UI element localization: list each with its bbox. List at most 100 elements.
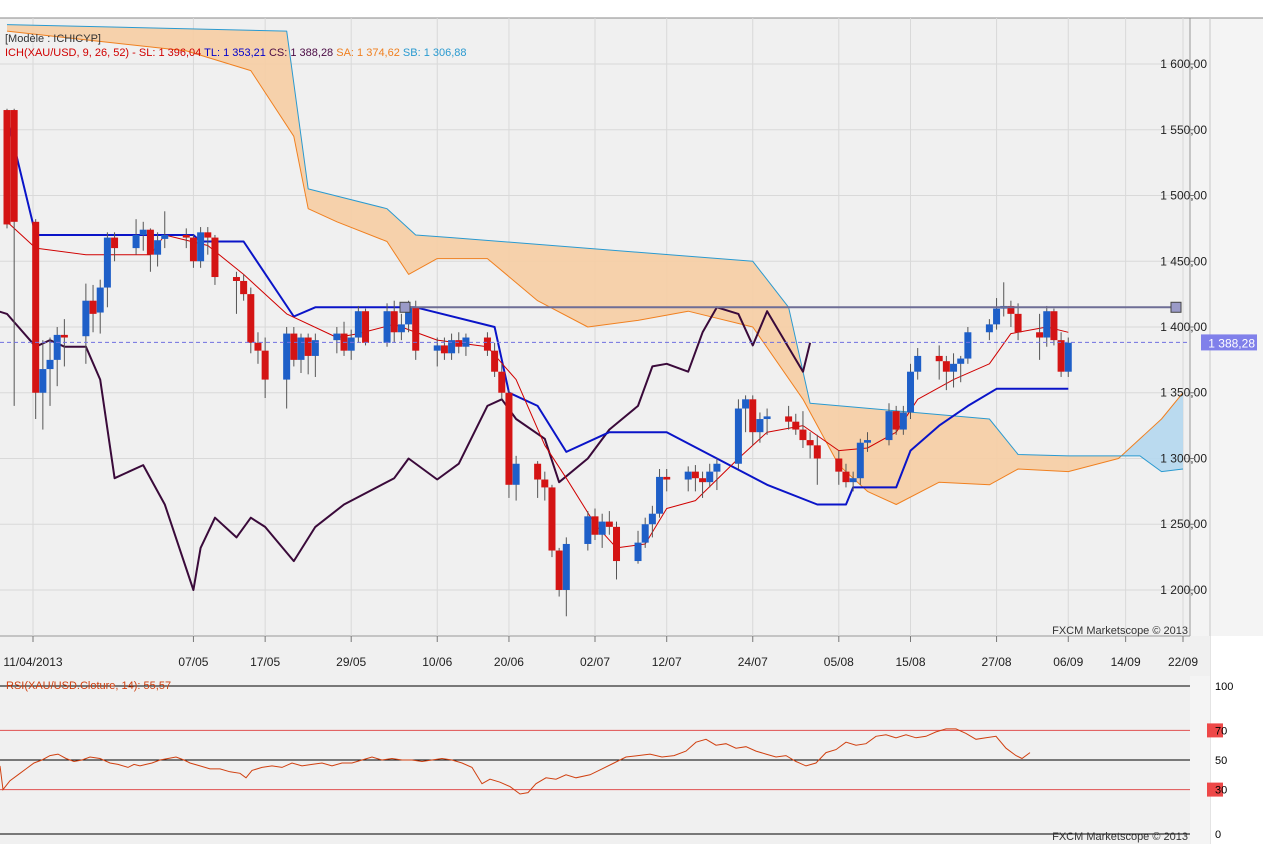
candle[interactable] [498,363,506,400]
candle[interactable] [849,471,857,492]
candle[interactable] [132,219,140,255]
candle[interactable] [211,234,219,285]
candle[interactable] [1036,313,1044,360]
candle[interactable] [182,228,190,249]
candle[interactable] [942,355,950,391]
candle[interactable] [813,434,821,485]
candle[interactable] [957,355,965,383]
candle[interactable] [792,413,800,435]
candle[interactable] [1007,300,1015,327]
candle[interactable] [39,340,47,430]
candle[interactable] [505,390,513,498]
candle[interactable] [785,405,793,430]
candle[interactable] [555,547,563,597]
candle[interactable] [247,287,255,354]
candle[interactable] [663,469,671,492]
candle[interactable] [483,332,491,356]
candle[interactable] [749,395,757,446]
candle[interactable] [742,395,750,433]
candle[interactable] [842,463,850,488]
candle[interactable] [440,337,448,360]
candle[interactable] [964,327,972,364]
candle[interactable] [993,298,1001,330]
candle[interactable] [598,513,606,548]
candle[interactable] [756,412,764,443]
candle[interactable] [290,327,298,367]
candle[interactable] [734,399,742,470]
candle[interactable] [139,221,147,251]
candle[interactable] [835,450,843,485]
candle[interactable] [89,284,97,333]
candle[interactable] [448,333,456,360]
candle[interactable] [161,211,169,249]
candle[interactable] [397,313,405,341]
candle[interactable] [491,342,499,377]
candle[interactable] [950,353,958,388]
candle[interactable] [648,505,656,538]
candle[interactable] [935,345,943,380]
candle[interactable] [204,227,212,255]
candle[interactable] [1050,308,1058,346]
candle[interactable] [713,458,721,491]
candle[interactable] [412,300,420,360]
candle[interactable] [541,471,549,501]
candle[interactable] [103,232,111,308]
candle[interactable] [699,471,707,498]
candle[interactable] [362,308,370,346]
candle[interactable] [254,332,262,364]
candle[interactable] [197,227,205,268]
candle[interactable] [53,327,61,387]
candle[interactable] [691,465,699,492]
candle[interactable] [763,408,771,435]
candle[interactable] [512,455,520,501]
candle[interactable] [806,432,814,459]
candle[interactable] [154,232,162,267]
candle[interactable] [311,333,319,377]
candle[interactable] [354,305,362,343]
candle[interactable] [333,327,341,354]
candle[interactable] [562,537,570,617]
candle[interactable] [885,403,893,446]
candle[interactable] [1014,303,1022,341]
candle[interactable] [656,469,664,518]
candle[interactable] [240,274,248,301]
candle[interactable] [82,283,90,364]
candle[interactable] [32,219,40,420]
candle[interactable] [892,405,900,435]
candle[interactable] [146,228,154,272]
candle[interactable] [111,232,119,262]
horizontal-line[interactable]: 1 388,28 [0,301,1257,351]
candle[interactable] [706,463,714,488]
candle[interactable] [297,333,305,374]
candle[interactable] [799,411,807,448]
candle[interactable] [283,327,291,409]
candle[interactable] [1057,332,1065,377]
candle[interactable] [1064,337,1072,377]
candle[interactable] [907,363,915,420]
candle[interactable] [1043,305,1051,347]
candle[interactable] [863,432,871,452]
candle[interactable] [584,511,592,551]
candle[interactable] [46,337,54,406]
candle[interactable] [914,348,922,380]
candle[interactable] [899,405,907,435]
candle[interactable] [96,279,104,334]
candle[interactable] [3,108,11,229]
candle[interactable] [347,329,355,360]
candle[interactable] [641,517,649,548]
candle[interactable] [383,303,391,347]
candle[interactable] [613,521,621,580]
candle[interactable] [605,511,613,535]
price-axis[interactable] [1190,18,1263,636]
candle[interactable] [591,508,599,541]
candle[interactable] [534,461,542,498]
candle[interactable] [304,333,312,375]
candle[interactable] [634,530,642,564]
candle[interactable] [232,271,240,314]
trendline-handle-right[interactable] [1170,301,1182,313]
candle[interactable] [684,466,692,492]
trendline-handle-left[interactable] [399,301,411,313]
candle[interactable] [10,108,18,406]
candle[interactable] [856,438,864,485]
candle[interactable] [548,484,556,558]
